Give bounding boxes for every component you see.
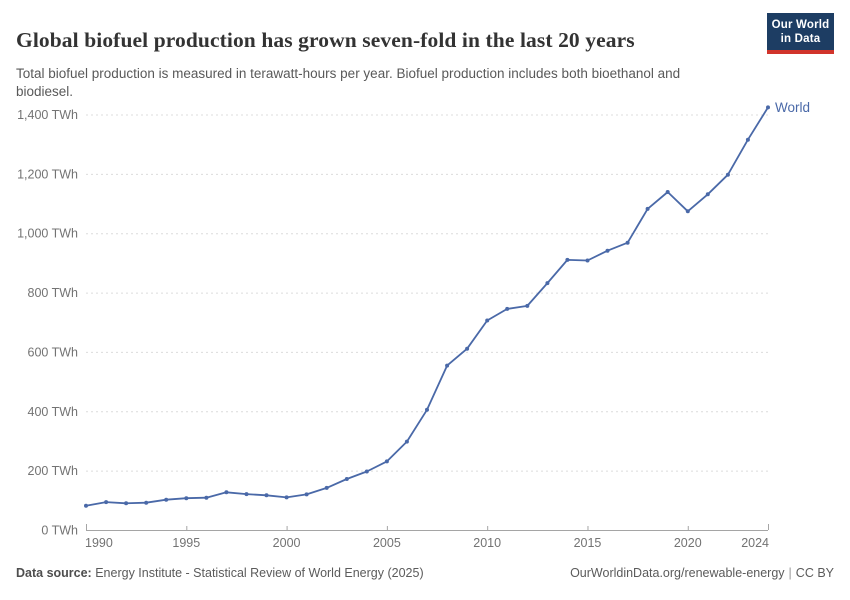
data-source-text: Energy Institute - Statistical Review of…: [95, 566, 424, 580]
x-tick-label: 1990: [85, 536, 113, 550]
x-tick-label: 2010: [473, 536, 501, 550]
footer-links: OurWorldinData.org/renewable-energy | CC B…: [570, 566, 834, 580]
owid-logo-line1: Our World: [771, 19, 830, 31]
footer-separator: |: [788, 566, 792, 580]
y-tick-label: 800 TWh: [28, 286, 79, 300]
data-point-2018[interactable]: [645, 206, 650, 211]
data-point-2008[interactable]: [445, 363, 450, 368]
y-tick-label: 1,000 TWh: [17, 227, 78, 241]
data-point-1996[interactable]: [204, 495, 209, 500]
data-point-1998[interactable]: [244, 492, 249, 497]
y-tick-label: 0 TWh: [41, 524, 78, 538]
data-point-2024[interactable]: [766, 105, 770, 110]
owid-logo-line2: in Data: [780, 33, 821, 45]
data-point-2010[interactable]: [485, 318, 490, 323]
data-point-2007[interactable]: [425, 407, 429, 412]
x-tick-label: 2024: [741, 536, 769, 550]
data-point-2011[interactable]: [505, 306, 510, 311]
data-point-2014[interactable]: [565, 257, 570, 262]
data-point-2005[interactable]: [384, 459, 389, 464]
data-point-2002[interactable]: [324, 485, 329, 490]
chart-subtitle: Total biofuel production is measured in …: [16, 65, 681, 99]
data-point-2013[interactable]: [545, 281, 550, 286]
owid-url-link[interactable]: OurWorldinData.org/renewable-energy: [570, 566, 785, 580]
data-point-2016[interactable]: [605, 248, 610, 253]
y-tick-label: 1,400 TWh: [17, 108, 78, 122]
data-point-1995[interactable]: [184, 496, 189, 501]
y-tick-label: 200 TWh: [28, 464, 79, 478]
data-point-1990[interactable]: [84, 503, 88, 508]
x-tick-label: 2005: [373, 536, 401, 550]
data-point-2003[interactable]: [344, 477, 349, 481]
data-source-label: Data source:: [16, 566, 92, 580]
data-source-note: Data source: Energy Institute - Statisti…: [16, 566, 424, 580]
data-point-2021[interactable]: [705, 192, 710, 197]
chart-title: Global biofuel production has grown seve…: [16, 28, 635, 53]
series-end-label[interactable]: World: [775, 100, 810, 115]
data-point-2001[interactable]: [304, 492, 309, 497]
y-tick-label: 400 TWh: [28, 405, 79, 419]
series-line-world[interactable]: [85, 106, 769, 507]
data-point-2004[interactable]: [364, 469, 369, 474]
line-chart-canvas[interactable]: 0 TWh 200 TWh 400 TWh 600 TWh 800 TWh 1,000 T…: [0, 98, 850, 560]
data-point-2000[interactable]: [284, 495, 289, 500]
data-point-2017[interactable]: [625, 240, 630, 245]
owid-logo-stripe: [767, 50, 834, 54]
data-point-1999[interactable]: [264, 493, 269, 498]
x-tick-label: 1995: [172, 536, 200, 550]
owid-logo[interactable]: Our World in Data: [767, 13, 834, 54]
data-point-2012[interactable]: [525, 303, 530, 308]
x-tick-label: 2000: [273, 536, 301, 550]
chart-footer: Data source: Energy Institute - Statisti…: [16, 566, 834, 580]
data-point-1992[interactable]: [124, 501, 129, 506]
y-tick-label: 600 TWh: [28, 345, 79, 359]
data-point-1993[interactable]: [144, 500, 149, 505]
data-point-2006[interactable]: [404, 439, 409, 444]
data-point-1991[interactable]: [104, 500, 109, 505]
data-point-2009[interactable]: [465, 346, 470, 351]
data-point-1997[interactable]: [224, 490, 229, 495]
x-tick-label: 2015: [574, 536, 602, 550]
x-tick-label: 2020: [674, 536, 702, 550]
data-point-2023[interactable]: [745, 137, 750, 142]
owid-logo-box: Our World in Data: [767, 13, 834, 50]
y-tick-label: 1,200 TWh: [17, 167, 78, 181]
data-point-2020[interactable]: [685, 209, 690, 214]
data-point-2015[interactable]: [585, 258, 590, 263]
data-point-1994[interactable]: [164, 497, 169, 502]
data-point-2022[interactable]: [725, 172, 730, 177]
data-point-2019[interactable]: [665, 190, 670, 194]
license-link[interactable]: CC BY: [795, 566, 834, 580]
